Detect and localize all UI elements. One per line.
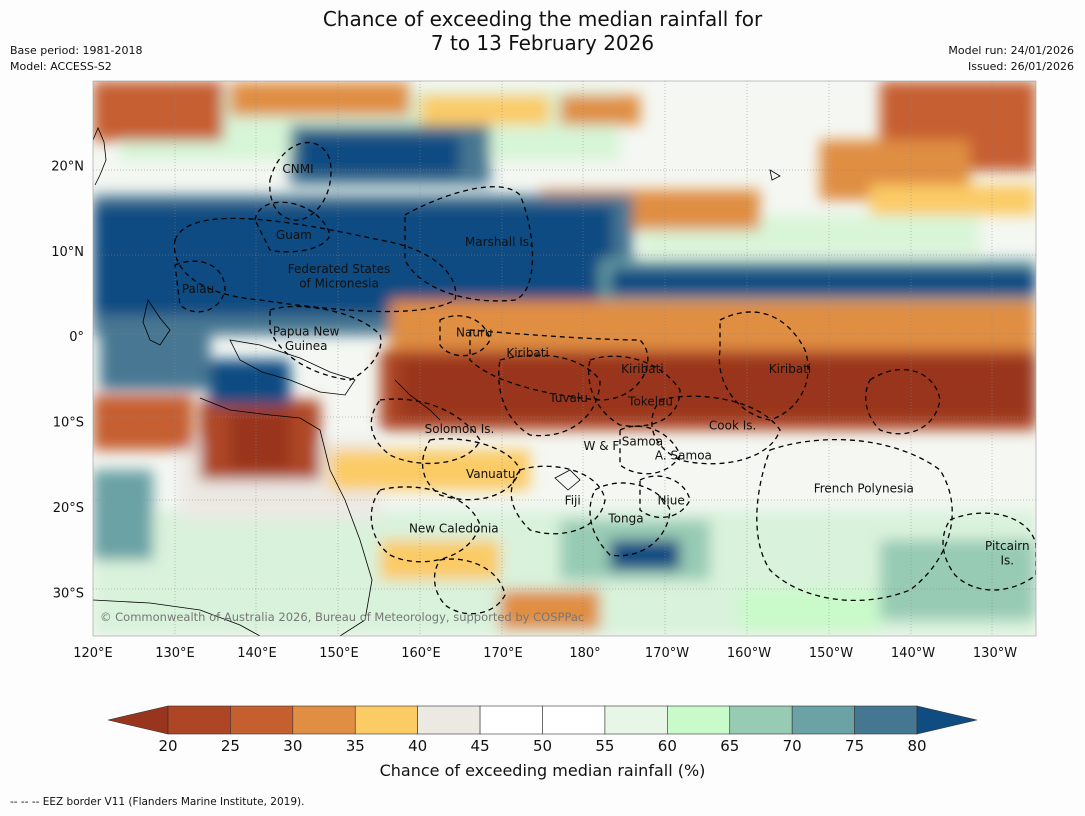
region-label: Solomon Is. <box>425 422 495 436</box>
region-label: Niue <box>657 494 684 508</box>
x-tick-label: 130°E <box>155 646 195 661</box>
colorbar-swatch <box>729 705 793 735</box>
copyright-notice: © Commonwealth of Australia 2026, Bureau… <box>100 610 584 624</box>
colorbar-swatch <box>230 705 294 735</box>
region-label: Palau <box>182 282 214 296</box>
region-label: of Micronesia <box>299 277 379 291</box>
model-run: Model run: 24/01/2026 <box>948 44 1074 57</box>
metadata-right: Model run: 24/01/2026 Issued: 26/01/2026 <box>948 43 1074 75</box>
y-tick-label: 10°S <box>53 416 84 431</box>
region-label: New Caledonia <box>409 522 499 536</box>
colorbar-swatch <box>354 705 418 735</box>
map-title: Chance of exceeding the median rainfall … <box>0 7 1085 55</box>
colorbar-under-triangle <box>107 705 169 735</box>
x-tick-label: 180° <box>569 646 600 661</box>
eez-borders <box>173 142 1036 615</box>
longitude-axis: 120°E 130°E 140°E 150°E 160°E 170°E 180° 170°W 1… <box>73 646 1017 661</box>
title-line-2: 7 to 13 February 2026 <box>430 31 655 55</box>
colorbar-swatch <box>542 705 606 735</box>
x-tick-label: 140°E <box>237 646 277 661</box>
region-label: A. Samoa <box>655 448 712 462</box>
colorbar: 20 25 30 35 40 45 50 55 60 65 70 75 80 <box>107 705 978 755</box>
title-line-1: Chance of exceeding the median rainfall … <box>322 7 763 31</box>
y-tick-label: 0° <box>69 330 84 345</box>
colorbar-tick-label: 75 <box>845 737 864 755</box>
x-tick-label: 160°E <box>401 646 441 661</box>
region-label: Cook Is. <box>709 418 756 432</box>
colorbar-swatch <box>791 705 855 735</box>
region-label: Guinea <box>285 339 328 353</box>
colorbar-swatch <box>479 705 543 735</box>
base-period: Base period: 1981-2018 <box>10 44 143 57</box>
y-tick-label: 30°S <box>53 586 84 601</box>
region-label: Papua New <box>273 324 340 338</box>
region-label: Pitcairn <box>985 539 1030 553</box>
x-tick-label: 170°E <box>483 646 523 661</box>
metadata-left: Base period: 1981-2018 Model: ACCESS-S2 <box>10 43 142 75</box>
x-tick-label: 140°W <box>891 646 935 661</box>
region-label: W & F <box>584 439 620 453</box>
region-label: Fiji <box>565 494 581 508</box>
x-tick-label: 120°E <box>73 646 113 661</box>
colorbar-tick-label: 55 <box>595 737 614 755</box>
x-tick-label: 170°W <box>645 646 689 661</box>
region-label: Kiribati <box>621 362 663 376</box>
region-label: Samoa <box>622 435 663 449</box>
region-label: CNMI <box>282 162 313 176</box>
y-tick-label: 20°N <box>51 159 84 174</box>
region-label: Tonga <box>607 511 643 525</box>
graticule <box>93 81 1036 636</box>
region-label: Marshall Is. <box>465 235 533 249</box>
colorbar-tick-label: 25 <box>221 737 240 755</box>
colorbar-tick-label: 40 <box>408 737 427 755</box>
x-tick-label: 150°E <box>319 646 359 661</box>
y-tick-label: 20°S <box>53 501 84 516</box>
colorbar-tick-label: 70 <box>783 737 802 755</box>
colorbar-swatch <box>292 705 356 735</box>
x-tick-label: 150°W <box>809 646 853 661</box>
colorbar-swatch <box>854 705 918 735</box>
region-label: Nauru <box>456 325 492 339</box>
region-label: Tuvalu <box>548 391 588 405</box>
colorbar-tick-label: 45 <box>471 737 490 755</box>
x-tick-label: 130°W <box>973 646 1017 661</box>
colorbar-swatch <box>417 705 481 735</box>
colorbar-title: Chance of exceeding median rainfall (%) <box>379 761 706 780</box>
colorbar-swatch <box>604 705 668 735</box>
colorbar-tick-label: 65 <box>720 737 739 755</box>
region-label: Vanuatu <box>466 467 516 481</box>
x-tick-label: 160°W <box>727 646 771 661</box>
colorbar-tick-label: 80 <box>907 737 926 755</box>
colorbar-tick-label: 60 <box>658 737 677 755</box>
map-area: © Commonwealth of Australia 2026, Bureau… <box>93 81 1036 636</box>
y-tick-label: 10°N <box>51 245 84 260</box>
region-label: Federated States <box>288 262 390 276</box>
colorbar-swatch <box>667 705 731 735</box>
region-label: Is. <box>1000 553 1014 567</box>
region-label: Kiribati <box>506 346 548 360</box>
colorbar-tick-label: 35 <box>346 737 365 755</box>
eez-border-note: -- -- -- EEZ border V11 (Flanders Marine… <box>10 796 305 808</box>
latitude-axis: 20°N 10°N 0° 10°S 20°S 30°S <box>51 159 84 601</box>
region-label: Guam <box>276 228 312 242</box>
model-name: Model: ACCESS-S2 <box>10 60 112 73</box>
region-label: Kiribati <box>769 362 811 376</box>
colorbar-tick-label: 30 <box>283 737 302 755</box>
map-frame <box>92 80 1037 637</box>
region-label: French Polynesia <box>814 482 914 496</box>
colorbar-tick-label: 20 <box>158 737 177 755</box>
region-label: Tokelau <box>627 395 673 409</box>
colorbar-swatch <box>167 705 231 735</box>
issued-date: Issued: 26/01/2026 <box>967 60 1074 73</box>
colorbar-over-triangle <box>916 705 978 735</box>
colorbar-tick-label: 50 <box>533 737 552 755</box>
rainfall-probability-field <box>93 81 1036 636</box>
